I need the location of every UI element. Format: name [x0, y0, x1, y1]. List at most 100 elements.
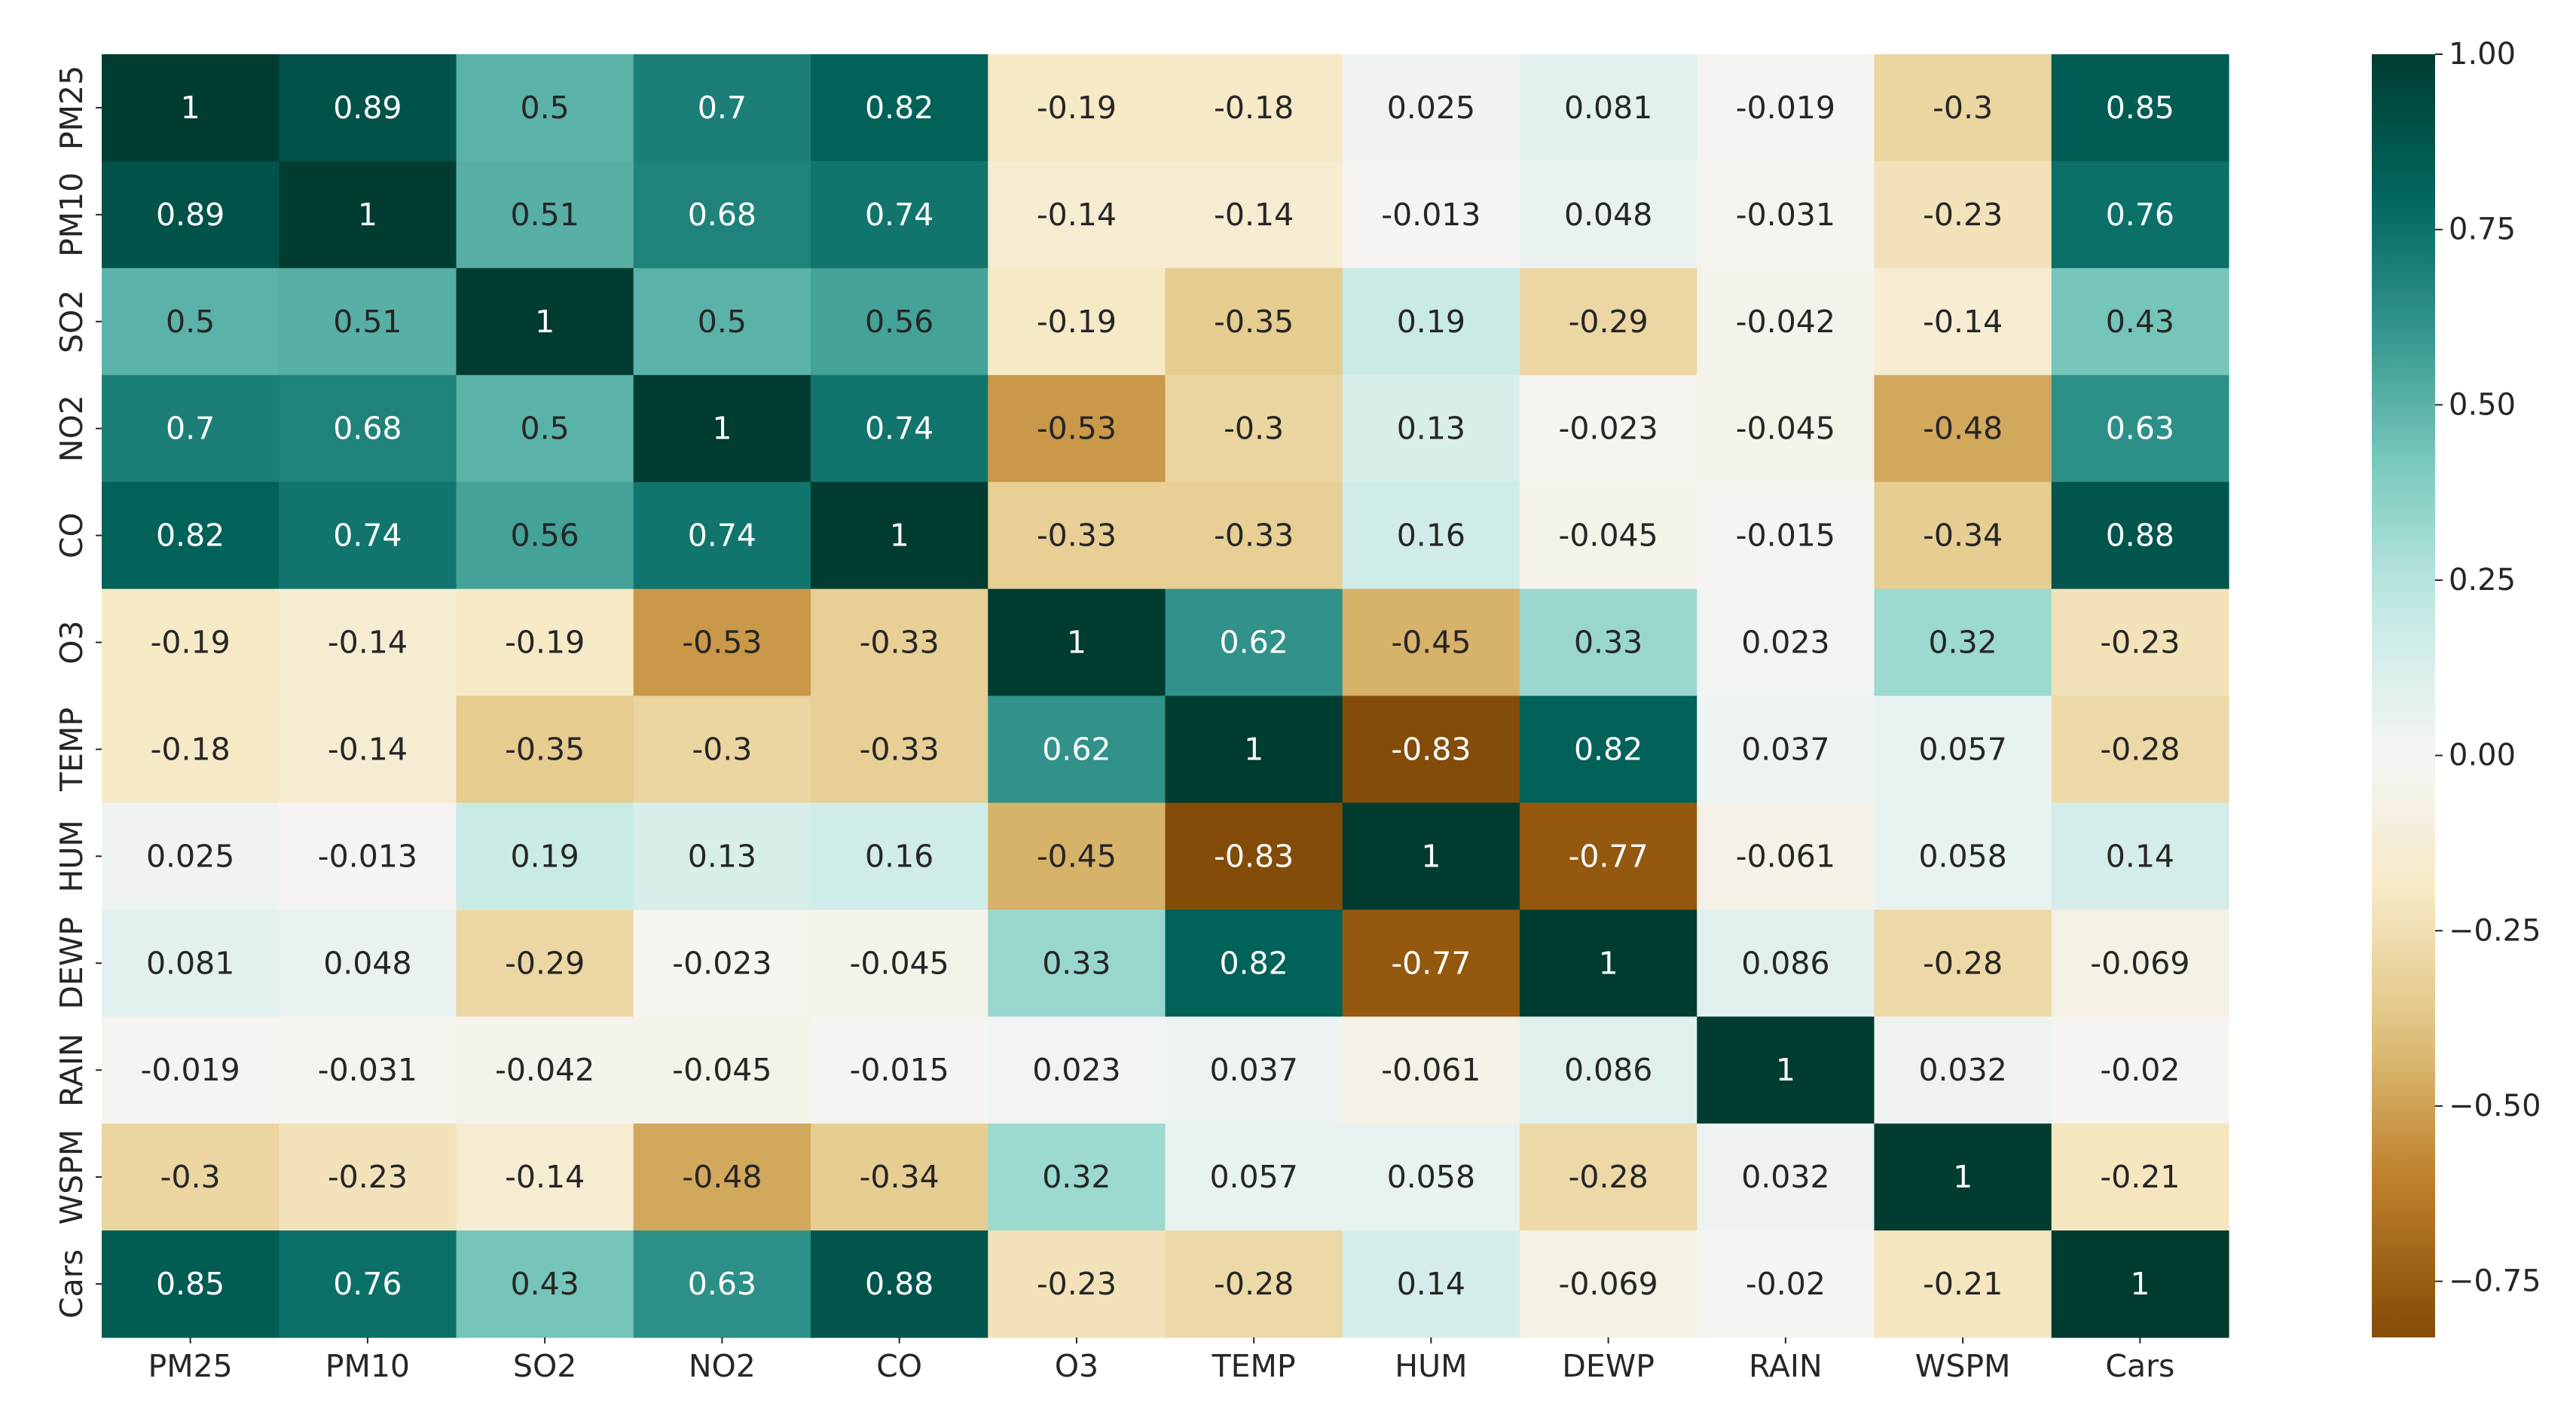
cell-value-label: 0.5: [521, 411, 570, 447]
cell-value-label: -0.48: [682, 1159, 762, 1195]
heatmap-cell-so2-co: [811, 267, 989, 376]
heatmap-cell-temp-pm10: [279, 695, 457, 804]
heatmap-cell-temp-so2: [456, 695, 634, 804]
cell-value-label: -0.069: [1559, 1266, 1658, 1302]
heatmap-cell-no2-pm10: [279, 374, 457, 483]
x-tick-label: O3: [1055, 1348, 1099, 1384]
colorbar-tick-label: 0.50: [2449, 387, 2516, 422]
cell-value-label: -0.34: [1923, 518, 2003, 554]
cell-value-label: 1: [1421, 838, 1441, 874]
heatmap-cell-temp-temp: [1165, 695, 1343, 804]
heatmap-cell-pm25-temp: [1165, 54, 1343, 162]
heatmap-cell-no2-hum: [1342, 374, 1520, 483]
heatmap-cell-so2-o3: [988, 267, 1166, 376]
heatmap-cell-pm25-cars: [2051, 54, 2229, 162]
heatmap-cell-pm10-hum: [1342, 160, 1520, 269]
heatmap-cell-no2-cars: [2051, 374, 2229, 483]
x-tick-label: PM25: [148, 1348, 232, 1384]
cell-value-label: 1: [535, 304, 555, 340]
heatmap-cell-pm25-pm25: [102, 54, 280, 162]
heatmap-cell-wspm-no2: [633, 1123, 811, 1231]
heatmap-cell-rain-cars: [2051, 1016, 2229, 1124]
cell-value-label: -0.045: [1736, 411, 1835, 447]
heatmap-cell-rain-o3: [988, 1016, 1166, 1124]
cell-value-label: 0.89: [156, 197, 225, 233]
heatmap-cell-temp-no2: [633, 695, 811, 804]
heatmap-cell-so2-no2: [633, 267, 811, 376]
cell-value-label: -0.28: [1214, 1266, 1294, 1302]
cell-value-label: -0.18: [1214, 90, 1294, 126]
heatmap-cell-co-wspm: [1874, 481, 2052, 590]
heatmap-cell-no2-pm25: [102, 374, 280, 483]
cell-value-label: 0.037: [1741, 731, 1829, 767]
cell-value-label: -0.042: [495, 1052, 594, 1088]
heatmap-cell-dewp-pm25: [102, 909, 280, 1017]
heatmap-cell-temp-pm25: [102, 695, 280, 804]
cell-value-label: -0.3: [1933, 90, 1993, 126]
cell-value-label: 0.5: [698, 304, 747, 340]
heatmap-cell-pm25-no2: [633, 54, 811, 162]
cell-value-label: -0.18: [151, 731, 231, 767]
heatmap-cell-o3-pm25: [102, 588, 280, 697]
heatmap-cell-pm25-dewp: [1520, 54, 1697, 162]
heatmap-cell-co-pm25: [102, 481, 280, 590]
cell-value-label: 0.025: [1387, 90, 1475, 126]
cell-value-label: -0.061: [1381, 1052, 1481, 1088]
cell-value-label: -0.02: [1746, 1266, 1826, 1302]
heatmap-cell-hum-so2: [456, 802, 634, 910]
x-tick-label: DEWP: [1562, 1348, 1655, 1384]
heatmap-cell-rain-dewp: [1520, 1016, 1697, 1124]
colorbar-tick-label: 1.00: [2449, 37, 2516, 72]
cell-value-label: -0.35: [1214, 304, 1294, 340]
y-tick-label: HUM: [53, 820, 90, 892]
cell-value-label: 0.057: [1209, 1159, 1297, 1195]
cell-value-label: -0.14: [328, 625, 408, 661]
x-tick-label: PM10: [325, 1348, 410, 1384]
heatmap-cell-cars-cars: [2051, 1230, 2229, 1338]
cell-value-label: 0.51: [510, 197, 579, 233]
x-tick-label: Cars: [2105, 1348, 2174, 1384]
heatmap-cell-pm25-pm10: [279, 54, 457, 162]
cell-value-label: -0.21: [2100, 1159, 2180, 1195]
cell-value-label: -0.33: [860, 625, 940, 661]
cell-value-label: 1: [1776, 1052, 1795, 1088]
cell-value-label: -0.013: [318, 838, 417, 874]
cell-value-label: -0.83: [1214, 838, 1294, 874]
cell-value-label: 0.032: [1918, 1052, 2006, 1088]
cell-value-label: 0.058: [1387, 1159, 1475, 1195]
cell-value-label: -0.45: [1391, 625, 1471, 661]
x-tick-label: SO2: [513, 1348, 576, 1384]
cell-value-label: 0.19: [510, 838, 579, 874]
heatmap-cell-no2-rain: [1697, 374, 1875, 483]
heatmap-cell-temp-o3: [988, 695, 1166, 804]
heatmap-cell-wspm-o3: [988, 1123, 1166, 1231]
cell-value-label: -0.069: [2090, 945, 2189, 981]
y-tick-label: O3: [53, 620, 90, 664]
cell-value-label: -0.045: [850, 945, 949, 981]
cell-value-label: -0.33: [860, 731, 940, 767]
heatmap-cell-pm10-co: [811, 160, 989, 269]
cell-value-label: -0.35: [505, 731, 585, 767]
cell-value-label: 0.56: [865, 304, 934, 340]
heatmap-cell-pm25-co: [811, 54, 989, 162]
y-tick-label: PM25: [53, 66, 90, 150]
cell-value-label: 1: [1067, 625, 1086, 661]
cell-value-label: -0.023: [1559, 411, 1658, 447]
heatmap-cell-wspm-hum: [1342, 1123, 1520, 1231]
cell-value-label: 0.82: [1219, 945, 1288, 981]
heatmap-cell-co-temp: [1165, 481, 1343, 590]
heatmap-cell-wspm-cars: [2051, 1123, 2229, 1231]
heatmap-cell-hum-o3: [988, 802, 1166, 910]
cell-value-label: 1: [358, 197, 377, 233]
cell-value-label: 1: [1599, 945, 1618, 981]
cell-value-label: -0.045: [1559, 518, 1658, 554]
heatmap-cell-temp-hum: [1342, 695, 1520, 804]
heatmap-cell-temp-cars: [2051, 695, 2229, 804]
heatmap-cell-dewp-no2: [633, 909, 811, 1017]
cell-value-label: -0.23: [1037, 1266, 1117, 1302]
x-tick-label: TEMP: [1212, 1348, 1296, 1384]
heatmap-cell-o3-co: [811, 588, 989, 697]
heatmap-cell-cars-pm25: [102, 1230, 280, 1338]
cell-value-label: -0.29: [1569, 304, 1649, 340]
